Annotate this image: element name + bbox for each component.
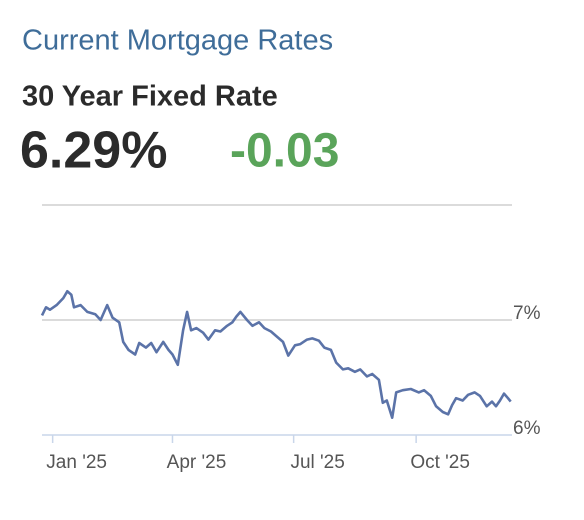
x-tick-label: Jan '25 — [46, 452, 107, 473]
x-tick-label: Jul '25 — [290, 452, 344, 473]
title: Current Mortgage Rates — [22, 25, 333, 57]
change: -0.03 — [230, 125, 339, 178]
y-tick-label: 7% — [513, 303, 541, 324]
subtitle: 30 Year Fixed Rate — [22, 81, 278, 113]
x-tick-label: Oct '25 — [410, 452, 470, 473]
rate: 6.29% — [20, 122, 167, 180]
y-tick-label: 6% — [513, 418, 541, 439]
x-tick-label: Apr '25 — [167, 452, 227, 473]
rate-line — [40, 290, 512, 419]
